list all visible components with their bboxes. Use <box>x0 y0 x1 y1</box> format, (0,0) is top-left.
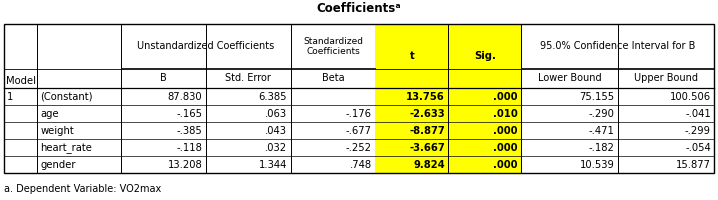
Text: gender: gender <box>40 160 75 170</box>
Bar <box>4 24 714 173</box>
Text: Upper Bound: Upper Bound <box>634 73 698 83</box>
Text: -.182: -.182 <box>589 143 615 153</box>
Text: -.041: -.041 <box>685 109 711 119</box>
Text: Model: Model <box>6 76 37 86</box>
Text: Beta: Beta <box>322 73 345 83</box>
Text: heart_rate: heart_rate <box>40 142 92 153</box>
Text: .032: .032 <box>265 143 287 153</box>
Text: -8.877: -8.877 <box>409 126 445 136</box>
Text: 13.208: 13.208 <box>168 160 202 170</box>
Text: 13.756: 13.756 <box>406 92 445 102</box>
Text: 100.506: 100.506 <box>670 92 711 102</box>
Text: -.176: -.176 <box>346 109 372 119</box>
Text: Standardized
Coefficients: Standardized Coefficients <box>303 37 363 56</box>
Text: .000: .000 <box>493 92 518 102</box>
Text: -.252: -.252 <box>346 143 372 153</box>
Text: Std. Error: Std. Error <box>225 73 271 83</box>
Text: 87.830: 87.830 <box>168 92 202 102</box>
Text: -.299: -.299 <box>685 126 711 136</box>
Text: B: B <box>160 73 167 83</box>
Text: 9.824: 9.824 <box>413 160 445 170</box>
Text: -.471: -.471 <box>589 126 615 136</box>
Text: 1: 1 <box>7 92 14 102</box>
Text: -.290: -.290 <box>589 109 615 119</box>
Text: .000: .000 <box>493 143 518 153</box>
Text: -.385: -.385 <box>177 126 202 136</box>
Text: t: t <box>409 51 414 61</box>
Text: 75.155: 75.155 <box>579 92 615 102</box>
Text: 95.0% Confidence Interval for B: 95.0% Confidence Interval for B <box>540 41 696 51</box>
Text: .010: .010 <box>493 109 518 119</box>
Text: -.054: -.054 <box>685 143 711 153</box>
Text: 15.877: 15.877 <box>676 160 711 170</box>
Bar <box>376 24 449 173</box>
Text: -3.667: -3.667 <box>409 143 445 153</box>
Text: -.118: -.118 <box>177 143 202 153</box>
Text: .063: .063 <box>265 109 287 119</box>
Text: (Constant): (Constant) <box>40 92 93 102</box>
Text: Coefficientsᵃ: Coefficientsᵃ <box>317 2 401 16</box>
Text: 10.539: 10.539 <box>579 160 615 170</box>
Text: age: age <box>40 109 59 119</box>
Text: -.165: -.165 <box>177 109 202 119</box>
Text: 1.344: 1.344 <box>258 160 287 170</box>
Text: .748: .748 <box>350 160 372 170</box>
Text: 6.385: 6.385 <box>258 92 287 102</box>
Text: a. Dependent Variable: VO2max: a. Dependent Variable: VO2max <box>4 184 161 194</box>
Text: -2.633: -2.633 <box>409 109 445 119</box>
Text: Lower Bound: Lower Bound <box>538 73 602 83</box>
Text: .000: .000 <box>493 160 518 170</box>
Text: Sig.: Sig. <box>474 51 496 61</box>
Text: Unstandardized Coefficients: Unstandardized Coefficients <box>137 41 274 51</box>
Text: -.677: -.677 <box>346 126 372 136</box>
Text: .043: .043 <box>265 126 287 136</box>
Bar <box>449 24 521 173</box>
Text: weight: weight <box>40 126 74 136</box>
Text: .000: .000 <box>493 126 518 136</box>
